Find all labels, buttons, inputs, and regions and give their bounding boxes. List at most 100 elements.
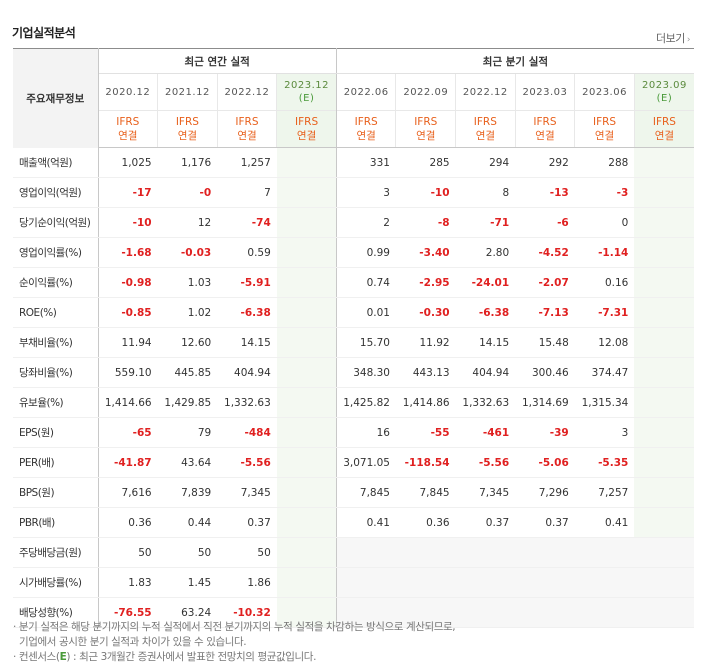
value-cell: 7,845 (395, 477, 456, 508)
note-3-pre: · 컨센서스( (13, 651, 60, 663)
value-cell: 1,414.66 (98, 387, 158, 418)
table-row: 순이익률(%) -0.98 1.03 -5.91 0.74 -2.95 -24.01 -2.0… (13, 267, 694, 298)
period-header: 2021.12 (157, 73, 218, 111)
value-cell: 294 (455, 147, 516, 178)
value-cell: -7.13 (515, 297, 575, 328)
value-cell (634, 267, 694, 298)
table-row: 매출액(억원) 1,025 1,176 1,257 331 285 294 292 288 (13, 147, 694, 178)
value-cell: 7,845 (336, 477, 396, 508)
value-cell: 1,314.69 (515, 387, 575, 418)
value-cell: 1,315.34 (574, 387, 635, 418)
ifrs-header: IFRS 연결 (335, 110, 396, 148)
value-cell: 0.01 (336, 297, 396, 328)
row-label: 매출액(억원) (13, 147, 99, 178)
value-cell: -39 (515, 417, 575, 448)
value-cell: -5.06 (515, 447, 575, 478)
period-header: 2023.09 (E) (633, 73, 694, 111)
value-cell: -6 (515, 207, 575, 238)
note-2: 기업에서 공시한 분기 실적과 차이가 있을 수 있습니다. (19, 636, 247, 648)
value-cell: -0.85 (98, 297, 158, 328)
value-cell: 7,345 (217, 477, 277, 508)
period-date: 2022.09 (403, 86, 449, 98)
value-cell: 14.15 (455, 327, 516, 358)
table-row: PBR(배) 0.36 0.44 0.37 0.41 0.36 0.37 0.37 0.41 (13, 507, 694, 538)
period-date: 2020.12 (105, 86, 151, 98)
value-cell: 288 (574, 147, 635, 178)
period-header: 2022.09 (395, 73, 456, 111)
table-row: ROE(%) -0.85 1.02 -6.38 0.01 -0.30 -6.38 -7.13-… (13, 297, 694, 328)
value-cell (455, 537, 516, 568)
more-label: 더보기 (656, 32, 685, 45)
ifrs-header: IFRS 연결 (157, 110, 218, 148)
row-label: 주당배당금(원) (13, 537, 99, 568)
ifrs-header: IFRS 연결 (98, 110, 158, 148)
value-cell (634, 237, 694, 268)
value-cell: 63.24 (157, 597, 218, 628)
period-header: 2022.06 (335, 73, 396, 111)
value-cell: 0 (574, 207, 635, 238)
value-cell: 404.94 (217, 357, 277, 388)
table-row: 당좌비율(%) 559.10 445.85 404.94 348.30 443.13 404… (13, 357, 694, 388)
value-cell (634, 447, 694, 478)
value-cell (276, 207, 337, 238)
value-cell: 11.94 (98, 327, 158, 358)
value-cell (634, 417, 694, 448)
value-cell (634, 297, 694, 328)
value-cell: 50 (98, 537, 158, 568)
value-cell (515, 537, 575, 568)
value-cell: -118.54 (395, 447, 456, 478)
ifrs-label: IFRS (116, 116, 140, 128)
ifrs-label: IFRS (414, 116, 438, 128)
value-cell: -55 (395, 417, 456, 448)
more-link[interactable]: 더보기 › (656, 30, 691, 46)
consolidated-label: 연결 (654, 130, 675, 142)
value-cell: -5.56 (217, 447, 277, 478)
value-cell (634, 207, 694, 238)
value-cell (276, 177, 337, 208)
value-cell: 0.37 (217, 507, 277, 538)
value-cell: 7,257 (574, 477, 635, 508)
value-cell (395, 597, 456, 628)
value-cell: -76.55 (98, 597, 158, 628)
ifrs-header: IFRS 연결 (216, 110, 277, 148)
value-cell: 50 (217, 537, 277, 568)
value-cell: -484 (217, 417, 277, 448)
note-1: · 분기 실적은 해당 분기까지의 누적 실적에서 직전 분기까지의 누적 실적… (13, 621, 456, 633)
period-header: 2022.12 (216, 73, 277, 111)
table-row: BPS(원) 7,616 7,839 7,345 7,845 7,845 7,345 7,29… (13, 477, 694, 508)
value-cell (336, 597, 396, 628)
value-cell: 0.74 (336, 267, 396, 298)
value-cell: 3 (574, 417, 635, 448)
period-date: 2021.12 (164, 86, 210, 98)
table-row: PER(배) -41.87 43.64 -5.56 3,071.05 -118.54 -5.… (13, 447, 694, 478)
value-cell: 3 (336, 177, 396, 208)
ifrs-header: IFRS 연결 (276, 110, 337, 148)
value-cell (276, 567, 337, 598)
value-cell: 1,332.63 (455, 387, 516, 418)
value-cell: 331 (336, 147, 396, 178)
row-label: 배당성향(%) (13, 597, 99, 628)
value-cell: 1.45 (157, 567, 218, 598)
ifrs-header: IFRS 연결 (633, 110, 694, 148)
value-cell (634, 357, 694, 388)
table-body: 매출액(억원) 1,025 1,176 1,257 331 285 294 292 288 영업이… (13, 147, 694, 628)
period-header: 2023.03 (514, 73, 575, 111)
note-3-e: E (59, 651, 67, 663)
value-cell: 559.10 (98, 357, 158, 388)
value-cell (276, 267, 337, 298)
value-cell (455, 597, 516, 628)
value-cell (276, 147, 337, 178)
table-row: 부채비율(%) 11.94 12.60 14.15 15.70 11.92 14.15 15.… (13, 327, 694, 358)
value-cell (634, 477, 694, 508)
value-cell: -0.30 (395, 297, 456, 328)
value-cell: -10.32 (217, 597, 277, 628)
value-cell: 0.99 (336, 237, 396, 268)
period-date: 2022.12 (462, 86, 508, 98)
value-cell: 1,429.85 (157, 387, 218, 418)
value-cell: 16 (336, 417, 396, 448)
value-cell (276, 417, 337, 448)
value-cell: -461 (455, 417, 516, 448)
value-cell: -0.03 (157, 237, 218, 268)
value-cell (634, 567, 694, 598)
value-cell: 292 (515, 147, 575, 178)
